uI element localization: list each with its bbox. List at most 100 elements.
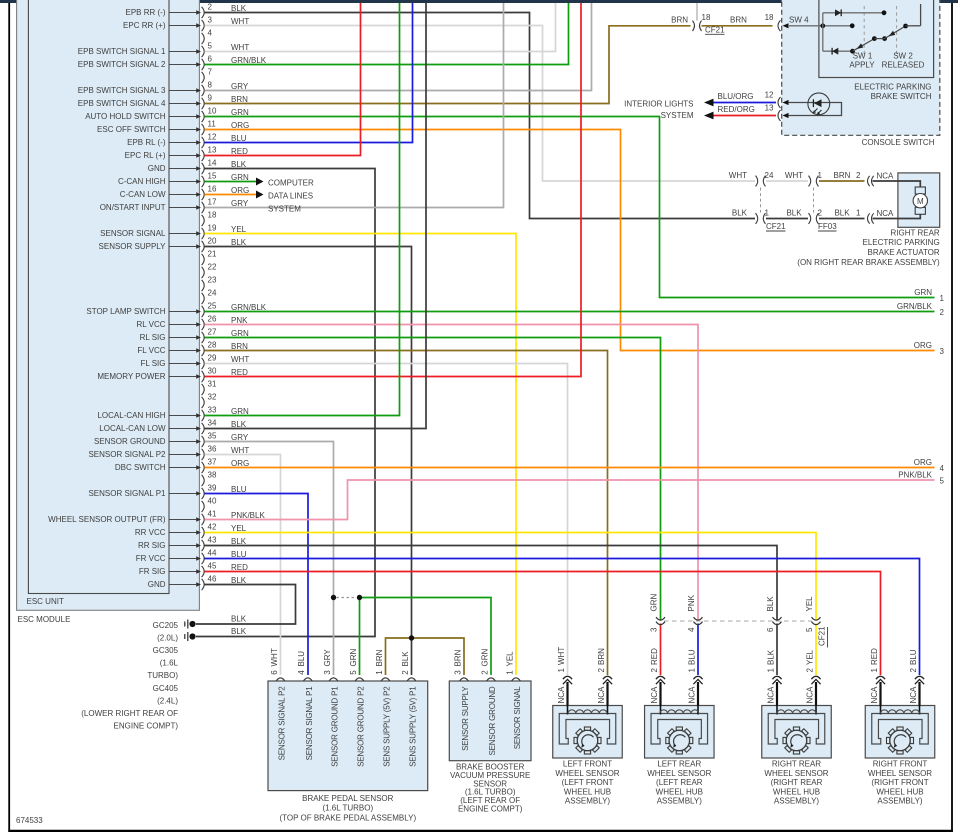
svg-text:MEMORY POWER: MEMORY POWER (97, 372, 165, 381)
svg-text:(TOP OF BRAKE PEDAL ASSEMBLY): (TOP OF BRAKE PEDAL ASSEMBLY) (279, 813, 416, 822)
svg-text:32: 32 (208, 392, 217, 401)
svg-text:ELECTRIC PARKING: ELECTRIC PARKING (854, 82, 931, 91)
svg-text:NCA: NCA (766, 686, 775, 704)
svg-text:SENSOR SIGNAL P2: SENSOR SIGNAL P2 (88, 450, 166, 459)
svg-text:41: 41 (208, 509, 217, 518)
svg-text:29: 29 (208, 353, 217, 362)
svg-text:EPB RR (-): EPB RR (-) (126, 8, 166, 17)
svg-text:WHT: WHT (270, 648, 279, 666)
svg-text:24: 24 (208, 288, 217, 297)
svg-text:NCA: NCA (805, 686, 814, 704)
svg-text:44: 44 (208, 548, 217, 557)
svg-text:35: 35 (208, 431, 217, 440)
svg-text:SENSOR SUPPLY: SENSOR SUPPLY (461, 686, 470, 751)
svg-text:APPLY: APPLY (849, 60, 875, 69)
svg-text:SENS SUPPLY (5V) P2: SENS SUPPLY (5V) P2 (383, 686, 392, 767)
svg-text:LEFT REAR: LEFT REAR (657, 760, 701, 769)
svg-text:34: 34 (208, 418, 217, 427)
svg-text:RED: RED (231, 147, 248, 156)
svg-text:WHT: WHT (729, 171, 747, 180)
svg-text:SYSTEM: SYSTEM (661, 111, 694, 120)
svg-text:5: 5 (940, 477, 945, 486)
svg-text:RED: RED (231, 368, 248, 377)
svg-text:(2.4L): (2.4L) (157, 696, 178, 705)
svg-text:SENSOR SIGNAL: SENSOR SIGNAL (513, 686, 522, 750)
svg-text:(RIGHT REAR: (RIGHT REAR (771, 778, 823, 787)
svg-text:1: 1 (687, 668, 696, 673)
svg-text:BLU: BLU (231, 485, 247, 494)
svg-text:SENSOR SIGNAL P1: SENSOR SIGNAL P1 (88, 489, 166, 498)
svg-text:GRN: GRN (914, 288, 932, 297)
svg-text:WHT: WHT (231, 355, 249, 364)
svg-text:LOCAL-CAN HIGH: LOCAL-CAN HIGH (97, 411, 165, 420)
svg-text:ESC OFF SWITCH: ESC OFF SWITCH (97, 125, 166, 134)
svg-text:GRN/BLK: GRN/BLK (897, 302, 933, 311)
svg-text:WHEEL SENSOR: WHEEL SENSOR (555, 769, 619, 778)
svg-text:NCA: NCA (909, 686, 918, 704)
svg-text:1: 1 (505, 670, 514, 675)
svg-text:ELECTRIC PARKING: ELECTRIC PARKING (862, 238, 939, 247)
svg-text:12: 12 (208, 132, 217, 141)
svg-text:4: 4 (208, 28, 213, 37)
svg-text:DATA LINES: DATA LINES (268, 191, 313, 200)
svg-text:PNK/BLK: PNK/BLK (231, 511, 265, 520)
svg-text:42: 42 (208, 522, 217, 531)
svg-text:6: 6 (208, 54, 213, 63)
svg-text:BLK: BLK (766, 649, 775, 665)
svg-text:36: 36 (208, 444, 217, 453)
svg-text:1: 1 (940, 294, 945, 303)
svg-text:GRN: GRN (231, 173, 249, 182)
svg-text:BLK: BLK (231, 537, 247, 546)
svg-text:GRY: GRY (231, 199, 249, 208)
svg-text:2: 2 (480, 670, 489, 675)
svg-text:4: 4 (687, 627, 696, 632)
svg-text:EPC RR (+): EPC RR (+) (123, 21, 166, 30)
svg-text:40: 40 (208, 496, 217, 505)
svg-text:NCA: NCA (877, 172, 895, 181)
svg-text:3: 3 (323, 670, 332, 675)
svg-text:31: 31 (208, 379, 217, 388)
svg-text:RED: RED (870, 648, 879, 665)
svg-text:3: 3 (453, 670, 462, 675)
svg-text:RED/ORG: RED/ORG (718, 105, 755, 114)
svg-text:GRY: GRY (231, 433, 249, 442)
svg-text:BLK: BLK (231, 627, 247, 636)
svg-text:CF21: CF21 (705, 26, 725, 35)
svg-text:26: 26 (208, 314, 217, 323)
svg-text:1: 1 (856, 209, 861, 218)
svg-text:19: 19 (208, 223, 217, 232)
svg-text:WHEEL SENSOR OUTPUT (FR): WHEEL SENSOR OUTPUT (FR) (48, 515, 166, 524)
svg-text:ENGINE COMPT): ENGINE COMPT) (114, 721, 179, 730)
svg-text:AUTO HOLD SWITCH: AUTO HOLD SWITCH (85, 112, 166, 121)
svg-text:PNK/BLK: PNK/BLK (898, 471, 932, 480)
svg-text:4: 4 (297, 670, 306, 675)
svg-text:WHEEL SENSOR: WHEEL SENSOR (764, 769, 828, 778)
svg-text:WHEEL SENSOR: WHEEL SENSOR (868, 769, 932, 778)
svg-text:BLK: BLK (732, 209, 748, 218)
svg-text:SENSOR SIGNAL P2: SENSOR SIGNAL P2 (278, 686, 287, 761)
svg-text:LEFT FRONT: LEFT FRONT (563, 760, 612, 769)
svg-text:YEL: YEL (505, 651, 514, 667)
svg-text:3: 3 (940, 347, 945, 356)
svg-text:18: 18 (702, 13, 711, 22)
svg-text:ORG: ORG (231, 121, 249, 130)
svg-text:38: 38 (208, 470, 217, 479)
svg-text:18: 18 (208, 210, 217, 219)
svg-text:BLU: BLU (909, 649, 918, 665)
svg-text:14: 14 (208, 158, 217, 167)
svg-text:EPC RL (+): EPC RL (+) (125, 151, 166, 160)
svg-text:STOP LAMP SWITCH: STOP LAMP SWITCH (86, 307, 165, 316)
svg-text:BRAKE PEDAL SENSOR: BRAKE PEDAL SENSOR (302, 794, 394, 803)
svg-text:2: 2 (650, 668, 659, 673)
svg-text:1: 1 (766, 668, 775, 673)
svg-text:WHEEL HUB: WHEEL HUB (876, 787, 923, 796)
svg-text:WHT: WHT (785, 171, 803, 180)
svg-text:BRAKE BOOSTER: BRAKE BOOSTER (456, 763, 525, 772)
svg-text:LOCAL-CAN LOW: LOCAL-CAN LOW (99, 424, 166, 433)
svg-text:ESC MODULE: ESC MODULE (18, 615, 71, 624)
svg-text:ORG: ORG (231, 186, 249, 195)
svg-text:BLK: BLK (786, 209, 802, 218)
svg-text:10: 10 (208, 106, 217, 115)
svg-text:RIGHT REAR: RIGHT REAR (890, 228, 939, 237)
svg-text:25: 25 (208, 301, 217, 310)
